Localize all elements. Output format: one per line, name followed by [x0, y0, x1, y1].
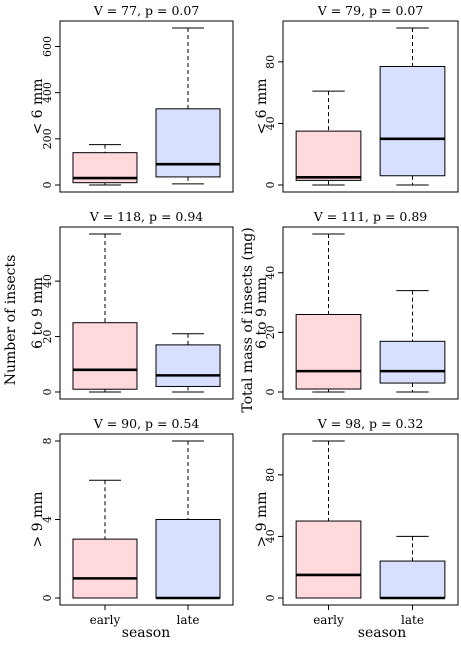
box-late	[379, 535, 446, 600]
x-tick-label: late	[177, 613, 200, 627]
panel-title: V = 111, p = 0.89	[313, 209, 428, 224]
y-tick-label: 0	[264, 595, 277, 602]
y-tick-label: 20	[264, 325, 277, 339]
panel-6: V = 98, p = 0.32 > 9 mm 0 40 80 early late	[254, 416, 459, 627]
y-tick-label: 0	[264, 182, 277, 189]
y-tick-label: 40	[264, 529, 277, 543]
plot-frame	[59, 20, 234, 193]
y-axis-label: 6 to 9 mm	[30, 277, 46, 349]
x-tick-label: late	[401, 613, 424, 627]
plot-frame	[282, 226, 459, 400]
right-ylabel: Total mass of insects (mg)	[240, 227, 256, 412]
y-tick-label: 400	[41, 82, 54, 103]
plot-frame	[282, 20, 459, 193]
y-tick-label: 80	[264, 468, 277, 482]
y-axis-label: < 6 mm	[254, 78, 270, 134]
y-tick-label: 40	[264, 266, 277, 280]
y-tick-label: 600	[41, 36, 54, 57]
x-tick-label: early	[313, 613, 344, 627]
panel-4: V = 111, p = 0.89 6 to 9 mm 0 20 40	[254, 209, 459, 400]
y-axis-label: > 9 mm	[30, 491, 46, 547]
box-early	[72, 233, 138, 393]
y-tick-label: 80	[264, 55, 277, 69]
y-tick-label: 0	[41, 182, 54, 189]
iqr-box	[155, 519, 221, 599]
right-xlabel: season	[358, 625, 406, 641]
box-early	[72, 144, 138, 186]
box-early	[295, 90, 362, 186]
x-tick-label: early	[90, 613, 121, 627]
panel-title: V = 98, p = 0.32	[317, 416, 424, 431]
y-tick-label: 8	[41, 438, 54, 445]
y-tick-label: 0	[41, 595, 54, 602]
box-late	[155, 440, 221, 600]
iqr-box	[379, 340, 446, 384]
y-tick-label: 200	[41, 128, 54, 149]
box-late	[155, 27, 221, 185]
panel-title: V = 79, p = 0.07	[317, 3, 424, 18]
panel-3: V = 118, p = 0.94 6 to 9 mm 0 20 40	[30, 209, 234, 400]
iqr-box	[295, 520, 362, 599]
iqr-box	[72, 538, 138, 599]
plot-frame	[282, 433, 459, 606]
y-axis-label: 6 to 9 mm	[254, 277, 270, 349]
panel-title: V = 77, p = 0.07	[93, 3, 200, 18]
y-tick-label: 20	[41, 330, 54, 344]
y-tick-label: 0	[41, 389, 54, 396]
panel-1: V = 77, p = 0.07 < 6 mm 0 200 400 600	[30, 3, 234, 193]
left-xlabel: season	[122, 625, 170, 641]
left-ylabel: Number of insects	[3, 255, 19, 386]
iqr-box	[295, 130, 362, 181]
box-late	[155, 333, 221, 393]
panel-2: V = 79, p = 0.07 < 6 mm 0 40 80	[254, 3, 459, 193]
y-tick-label: 0	[264, 389, 277, 396]
panel-5: V = 90, p = 0.54 > 9 mm 0 4 8 early late	[30, 416, 234, 627]
iqr-box	[155, 108, 221, 178]
iqr-box	[379, 560, 446, 599]
y-axis-label: > 9 mm	[254, 491, 270, 547]
y-tick-label: 40	[264, 116, 277, 130]
iqr-box	[155, 344, 221, 387]
box-early	[72, 479, 138, 599]
plot-frame	[59, 226, 234, 400]
box-late	[379, 27, 446, 186]
y-tick-label: 4	[41, 516, 54, 523]
panel-title: V = 118, p = 0.94	[89, 209, 204, 224]
box-late	[379, 290, 446, 393]
iqr-box	[379, 65, 446, 177]
box-early	[295, 440, 362, 599]
box-early	[295, 233, 362, 393]
panel-title: V = 90, p = 0.54	[93, 416, 200, 431]
y-axis-label: < 6 mm	[30, 78, 46, 134]
iqr-box	[295, 313, 362, 390]
y-tick-label: 40	[41, 274, 54, 288]
iqr-box	[72, 322, 138, 390]
